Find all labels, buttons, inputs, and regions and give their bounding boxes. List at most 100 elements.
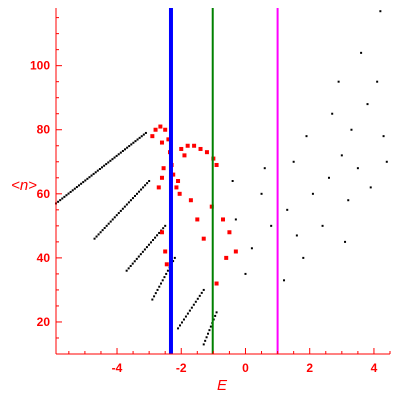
x-tick-label: 4 <box>371 361 378 375</box>
black-point <box>121 207 124 210</box>
y-axis-label: <n> <box>11 177 37 194</box>
red-point <box>195 217 200 222</box>
black-point <box>198 294 201 297</box>
black-point <box>154 292 157 295</box>
black-point <box>111 218 114 221</box>
red-point <box>227 230 232 235</box>
red-point <box>156 185 161 190</box>
black-point <box>263 167 266 170</box>
black-point <box>140 135 143 138</box>
black-point <box>59 199 62 202</box>
black-point <box>163 276 166 279</box>
black-point <box>162 227 165 230</box>
red-point <box>153 127 158 132</box>
black-point <box>65 194 68 197</box>
y-tick-label: 80 <box>37 123 51 137</box>
black-point <box>121 149 124 152</box>
black-point <box>144 184 147 187</box>
red-point <box>179 146 184 151</box>
red-point <box>233 249 238 254</box>
black-point <box>156 288 159 291</box>
black-point <box>123 205 126 208</box>
black-point <box>75 186 78 189</box>
black-point <box>141 250 144 253</box>
black-point <box>340 154 343 157</box>
black-point <box>138 136 141 139</box>
black-point <box>369 186 372 189</box>
black-point <box>96 169 99 172</box>
black-point <box>166 269 169 272</box>
black-point <box>139 253 142 256</box>
red-point <box>166 137 171 142</box>
y-tick-label: 60 <box>37 187 51 201</box>
black-point <box>311 192 314 195</box>
black-point <box>154 236 157 239</box>
black-point <box>177 327 180 330</box>
black-point <box>149 241 152 244</box>
black-point <box>143 248 146 251</box>
black-point <box>209 325 212 328</box>
black-point <box>129 264 132 267</box>
red-point <box>158 124 163 129</box>
black-point <box>126 146 129 149</box>
black-point <box>344 240 347 243</box>
black-point <box>151 298 154 301</box>
black-point <box>128 145 131 148</box>
black-point <box>173 256 176 259</box>
black-point <box>88 176 91 179</box>
black-point <box>119 209 122 212</box>
black-point <box>180 321 183 324</box>
black-point <box>202 343 205 346</box>
black-point <box>61 197 64 200</box>
black-point <box>84 179 87 182</box>
black-point <box>200 291 203 294</box>
black-point <box>73 187 76 190</box>
black-point <box>202 288 205 291</box>
black-point <box>103 226 106 229</box>
red-point <box>224 255 229 260</box>
black-point <box>140 188 143 191</box>
black-point <box>136 192 139 195</box>
black-point <box>127 201 130 204</box>
black-point <box>103 164 106 167</box>
black-point <box>214 314 217 317</box>
black-point <box>194 300 197 303</box>
black-point <box>231 180 234 182</box>
black-point <box>69 190 72 193</box>
red-point <box>163 249 168 254</box>
axes: -4 -2 0 2 4 20 40 60 80 100 <box>30 8 391 375</box>
black-point <box>295 234 298 237</box>
black-point <box>244 272 247 275</box>
black-point <box>182 318 185 321</box>
black-point <box>97 233 100 236</box>
black-point <box>142 133 145 136</box>
black-point <box>113 216 116 219</box>
black-point <box>109 220 112 223</box>
black-point <box>158 231 161 234</box>
black-point <box>133 260 136 263</box>
red-point <box>182 153 187 158</box>
black-point <box>136 138 139 141</box>
black-point <box>327 176 330 179</box>
black-point <box>117 212 120 215</box>
black-point <box>260 192 263 195</box>
black-point <box>204 339 207 342</box>
black-point <box>78 184 81 187</box>
black-point <box>208 329 211 332</box>
red-point <box>221 217 225 222</box>
black-point <box>125 269 128 272</box>
black-point <box>292 160 295 163</box>
black-point <box>111 158 114 161</box>
black-point <box>196 297 199 300</box>
black-point <box>135 257 138 260</box>
black-point <box>113 156 116 159</box>
red-point <box>163 127 168 132</box>
black-point <box>376 80 379 83</box>
black-point <box>207 332 210 335</box>
black-point <box>161 279 164 282</box>
red-point <box>164 262 169 267</box>
black-point <box>109 159 112 162</box>
black-point <box>250 247 253 250</box>
